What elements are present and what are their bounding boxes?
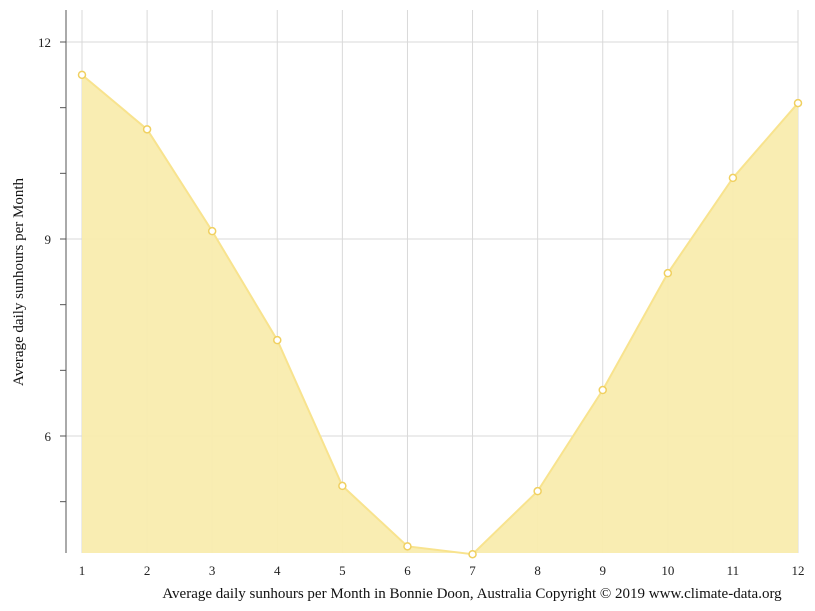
data-point[interactable] <box>338 481 347 491</box>
data-markers <box>77 70 803 559</box>
data-point[interactable] <box>142 125 152 134</box>
series-line <box>81 74 799 556</box>
x-tick-label: 4 <box>274 563 281 578</box>
x-tick-label: 9 <box>599 563 606 578</box>
y-tick-label: 6 <box>45 429 52 444</box>
x-tick-label: 8 <box>534 563 541 578</box>
x-tick-label: 12 <box>792 563 805 578</box>
chart-caption: Average daily sunhours per Month in Bonn… <box>162 586 782 602</box>
y-tick-labels: 6 9 12 <box>38 35 52 444</box>
y-tick-label: 9 <box>45 232 52 247</box>
x-tick-label: 1 <box>79 563 86 578</box>
data-point[interactable] <box>728 173 738 183</box>
area-fill <box>82 74 798 555</box>
y-axis-title: Average daily sunhours per Month <box>11 178 27 387</box>
x-tick-label: 11 <box>727 563 740 578</box>
x-tick-labels: 1 2 3 4 5 6 7 8 9 10 11 12 <box>79 563 805 578</box>
x-tick-label: 6 <box>404 563 411 578</box>
data-point[interactable] <box>598 385 607 395</box>
x-tick-label: 10 <box>661 563 674 578</box>
data-point[interactable] <box>77 70 87 80</box>
data-point[interactable] <box>663 268 673 278</box>
data-point[interactable] <box>468 549 477 559</box>
data-point[interactable] <box>403 542 412 551</box>
x-tick-label: 2 <box>144 563 151 578</box>
x-tick-label: 7 <box>469 563 476 578</box>
data-point[interactable] <box>273 335 282 345</box>
y-tick-label: 12 <box>38 35 51 50</box>
data-point[interactable] <box>533 486 542 496</box>
data-point[interactable] <box>207 226 217 236</box>
data-point[interactable] <box>793 98 803 108</box>
x-tick-label: 5 <box>339 563 346 578</box>
x-tick-label: 3 <box>209 563 216 578</box>
axes <box>60 10 67 553</box>
